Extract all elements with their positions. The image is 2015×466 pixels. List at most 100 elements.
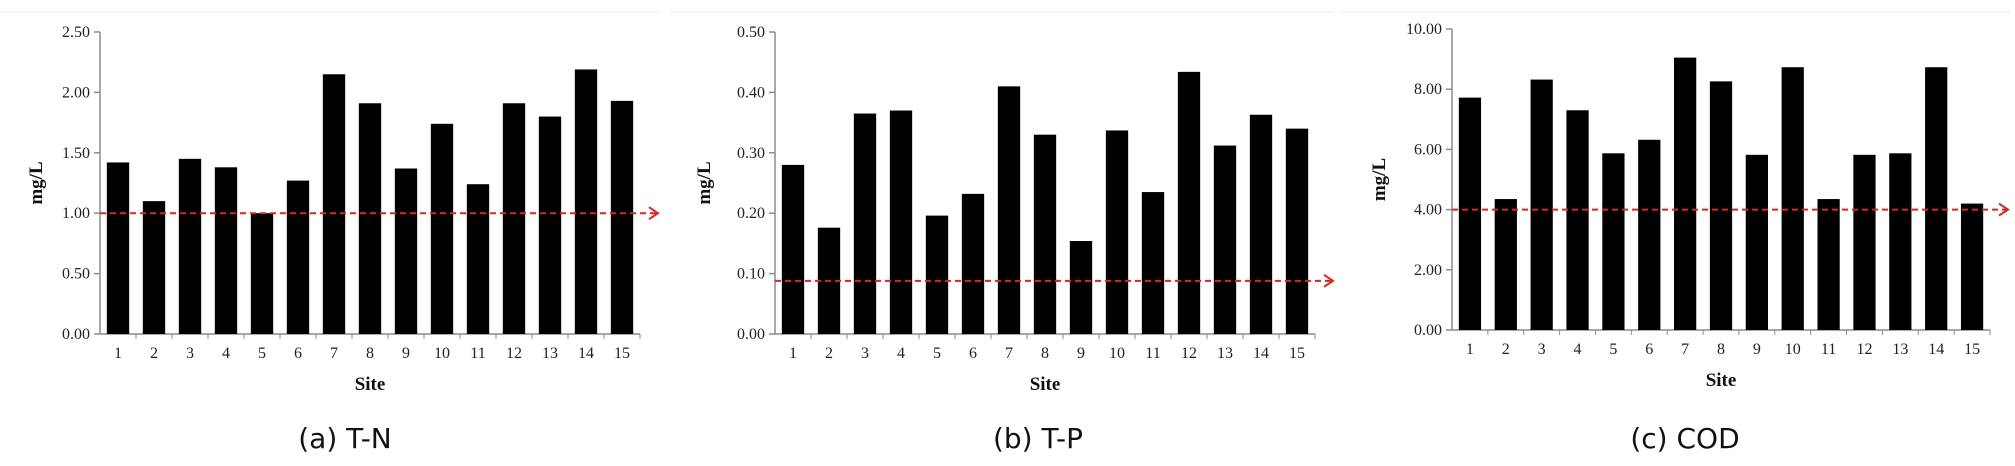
x-tick-label: 9	[402, 345, 410, 362]
y-tick-label: 0.00	[1414, 322, 1442, 339]
bar-site-14	[1249, 114, 1273, 334]
bar-site-7	[997, 86, 1021, 334]
y-tick-label: 2.50	[62, 24, 90, 41]
x-tick-label: 8	[366, 345, 374, 362]
bar-site-11	[466, 184, 490, 334]
y-tick-label: 0.00	[737, 326, 765, 343]
x-tick-label: 13	[1892, 341, 1908, 358]
bar-site-12	[502, 103, 526, 334]
chart-panel-tn: 0.00 0.50 1.00 1.50 2.00 2.50 1 2 3 4 5 6 7 8 9 10 11 12 1…	[0, 0, 670, 466]
y-tick-label: 8.00	[1414, 81, 1442, 98]
x-tick-label: 12	[1856, 341, 1872, 358]
y-tick-label: 0.20	[737, 205, 765, 222]
bar-site-14	[574, 69, 598, 334]
x-tick-label: 3	[186, 345, 194, 362]
x-tick-label: 1	[114, 345, 122, 362]
chart-panel-tp: 0.00 0.10 0.20 0.30 0.40 0.50 1 2 3 4 5 6 7 8 9 10 11 12 1…	[670, 0, 1340, 466]
x-tick-label: 5	[933, 345, 941, 362]
bar-site-4	[1566, 110, 1589, 331]
chart-panel-cod: 0.00 2.00 4.00 6.00 8.00 10.00 1 2 3 4 5 6 7 8 9 10 11 12…	[1340, 0, 2015, 466]
x-tick-label: 6	[1645, 341, 1653, 358]
x-tick-label: 11	[470, 345, 485, 362]
x-tick-label: 14	[1928, 341, 1944, 358]
x-tick-label: 15	[1964, 341, 1980, 358]
x-tick-label: 6	[294, 345, 302, 362]
bar-site-5	[1602, 153, 1625, 330]
y-axis-title: mg/L	[26, 161, 47, 204]
bar-site-13	[538, 116, 562, 334]
bar-site-3	[1530, 79, 1553, 331]
bar-site-15	[1960, 203, 1984, 330]
x-tick-label: 5	[1609, 341, 1617, 358]
y-tick-label: 0.30	[737, 145, 765, 162]
y-tick-label: 2.00	[62, 84, 90, 101]
chart-caption-cod: (c) COD	[1630, 422, 1740, 455]
y-tick-label: 6.00	[1414, 141, 1442, 158]
bar-site-3	[178, 158, 202, 334]
x-tick-label: 11	[1821, 341, 1836, 358]
bar-site-2	[1494, 199, 1517, 330]
x-tick-label: 8	[1717, 341, 1725, 358]
bar-site-5	[925, 215, 949, 334]
chart-svg-tn: 0.000.501.001.502.002.501 2 3 4 5 6 7 8 9 10 11 12 1…	[0, 11, 660, 395]
bar-site-1	[1458, 97, 1482, 331]
x-tick-label: 9	[1753, 341, 1761, 358]
bar-site-10	[430, 123, 454, 334]
x-tick-label: 4	[222, 345, 230, 362]
x-tick-label: 2	[150, 345, 158, 362]
x-tick-label: 9	[1077, 345, 1085, 362]
bar-site-12	[1853, 154, 1876, 330]
y-tick-label: 0.00	[62, 326, 90, 343]
bar-site-4	[214, 167, 238, 334]
chart-caption-tp: (b) T-P	[992, 422, 1084, 455]
x-tick-label: 11	[1145, 345, 1160, 362]
bar-site-6	[286, 180, 310, 334]
y-tick-label: 1.00	[62, 205, 90, 222]
bar-site-1	[106, 162, 130, 334]
y-axis-title: mg/L	[694, 161, 715, 204]
y-tick-label: 0.40	[737, 84, 765, 101]
bar-site-9	[394, 168, 418, 334]
x-tick-label: 6	[969, 345, 977, 362]
y-tick-label: 0.50	[737, 24, 765, 41]
bar-site-9	[1069, 240, 1093, 334]
y-tick-label: 2.00	[1414, 262, 1442, 279]
x-tick-label: 3	[1538, 341, 1546, 358]
y-tick-label: 4.00	[1414, 202, 1442, 219]
x-tick-label: 4	[1574, 341, 1582, 358]
x-tick-label: 2	[825, 345, 833, 362]
bar-site-6	[1638, 139, 1661, 330]
x-tick-label: 8	[1041, 345, 1049, 362]
bar-site-14	[1925, 67, 1948, 331]
bar-site-11	[1817, 199, 1840, 330]
x-tick-label: 7	[1681, 341, 1689, 358]
x-tick-label: 14	[1253, 345, 1269, 362]
x-tick-label: 15	[1289, 345, 1305, 362]
bar-site-7	[1674, 57, 1697, 330]
reference-arrow-head	[1323, 274, 1335, 288]
chart-caption-tn: (a) T-N	[298, 422, 392, 455]
bar-site-12	[1177, 71, 1201, 334]
bar-site-5	[250, 213, 274, 334]
bar-site-1	[781, 164, 805, 334]
x-tick-label: 4	[897, 345, 905, 362]
bar-site-10	[1781, 67, 1804, 331]
y-tick-label: 1.50	[62, 145, 90, 162]
bar-site-13	[1889, 153, 1912, 330]
x-tick-label: 2	[1502, 341, 1510, 358]
x-tick-label: 10	[434, 345, 450, 362]
x-tick-label: 3	[861, 345, 869, 362]
bar-site-11	[1141, 192, 1165, 334]
bar-site-15	[1285, 128, 1309, 334]
reference-arrow-head	[1998, 202, 2010, 217]
x-tick-label: 14	[578, 345, 594, 362]
x-tick-label: 13	[1217, 345, 1233, 362]
bar-site-8	[1709, 81, 1733, 331]
y-tick-label: 0.10	[737, 266, 765, 283]
x-tick-label: 13	[542, 345, 558, 362]
x-tick-label: 7	[330, 345, 338, 362]
bar-site-9	[1745, 154, 1768, 330]
bar-site-2	[142, 201, 166, 334]
x-tick-label: 1	[789, 345, 797, 362]
